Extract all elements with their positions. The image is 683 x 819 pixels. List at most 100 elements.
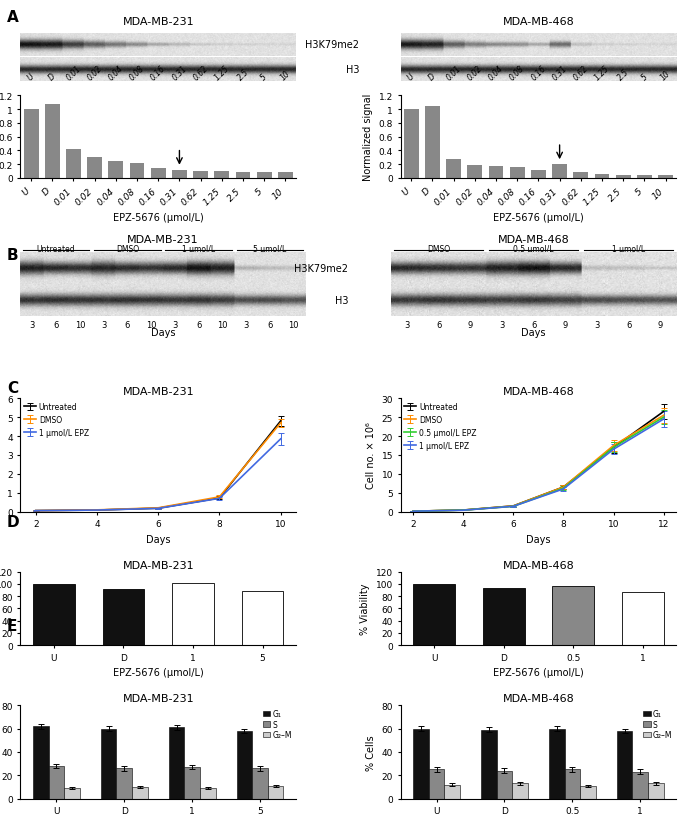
Text: DMSO: DMSO [427, 245, 450, 254]
Text: H3: H3 [335, 296, 348, 305]
Text: 3: 3 [499, 320, 505, 329]
Bar [632, 771, 648, 799]
Text: D: D [427, 72, 438, 83]
Bar [488, 166, 503, 179]
Text: H3K79me2: H3K79me2 [305, 40, 359, 50]
Text: A: A [7, 10, 18, 25]
Text: 0.16: 0.16 [149, 64, 167, 83]
Bar [497, 771, 512, 799]
Bar [109, 161, 123, 179]
Text: Untreated: Untreated [37, 245, 75, 254]
Bar [481, 730, 497, 799]
Text: H3: H3 [346, 65, 359, 75]
X-axis label: Days: Days [146, 534, 171, 544]
Text: 10: 10 [659, 70, 672, 83]
Text: 5: 5 [639, 73, 650, 83]
Bar [531, 170, 546, 179]
X-axis label: Days: Days [526, 534, 550, 544]
Bar [483, 589, 525, 645]
Text: 0.62: 0.62 [572, 64, 590, 83]
Bar [549, 729, 565, 799]
Bar [48, 766, 64, 799]
Text: 0.01: 0.01 [445, 64, 463, 83]
Bar [66, 150, 81, 179]
Text: 1.25: 1.25 [212, 64, 231, 83]
Bar [151, 169, 166, 179]
Bar [24, 110, 38, 179]
Y-axis label: % Viability: % Viability [360, 583, 370, 635]
Text: 10: 10 [74, 320, 85, 329]
Text: 6: 6 [53, 320, 59, 329]
Bar [404, 110, 419, 179]
Bar [33, 584, 74, 645]
Title: MDA-MB-231: MDA-MB-231 [122, 693, 194, 704]
Text: 0.5 μmol/L
EPZ: 0.5 μmol/L EPZ [514, 245, 554, 265]
Text: 0.01: 0.01 [64, 64, 83, 83]
Text: H3K79me2: H3K79me2 [294, 264, 348, 274]
X-axis label: EPZ-5676 (μmol/L): EPZ-5676 (μmol/L) [493, 212, 584, 223]
Bar [552, 165, 567, 179]
Text: 0.04: 0.04 [487, 64, 505, 83]
Text: D: D [47, 72, 57, 83]
Text: 2.5: 2.5 [236, 68, 251, 83]
Bar [658, 176, 673, 179]
Text: 0.02: 0.02 [466, 64, 484, 83]
Text: 5 μmol/L
EPZ: 5 μmol/L EPZ [253, 245, 287, 265]
Text: U: U [406, 72, 417, 83]
Text: 0.04: 0.04 [107, 64, 125, 83]
Bar [236, 173, 251, 179]
Bar [130, 164, 145, 179]
Bar [616, 175, 630, 179]
Text: 10: 10 [288, 320, 299, 329]
Text: 0.31: 0.31 [550, 64, 569, 83]
Text: 6: 6 [196, 320, 201, 329]
Bar [574, 174, 588, 179]
Legend: G₁, S, G₂–M: G₁, S, G₂–M [263, 709, 292, 739]
Text: 0.31: 0.31 [170, 64, 189, 83]
Text: 5: 5 [260, 73, 269, 83]
Text: Days: Days [521, 328, 546, 337]
Bar [252, 768, 268, 799]
X-axis label: EPZ-5676 (μmol/L): EPZ-5676 (μmol/L) [113, 667, 204, 677]
Text: E: E [7, 618, 17, 633]
Bar [102, 589, 144, 645]
Text: 0.16: 0.16 [529, 64, 548, 83]
Bar [257, 173, 272, 179]
Title: MDA-MB-231: MDA-MB-231 [122, 387, 194, 396]
X-axis label: EPZ-5676 (μmol/L): EPZ-5676 (μmol/L) [113, 212, 204, 223]
Bar [648, 784, 664, 799]
Bar [268, 785, 283, 799]
Text: 1 μmol/L
EPZ: 1 μmol/L EPZ [182, 245, 215, 265]
Bar [565, 769, 580, 799]
Bar [413, 584, 455, 645]
Text: DMSO: DMSO [116, 245, 139, 254]
Title: MDA-MB-468: MDA-MB-468 [503, 387, 574, 396]
Text: 10: 10 [217, 320, 227, 329]
Bar [413, 729, 429, 799]
Text: 3: 3 [29, 320, 35, 329]
Legend: Untreated, DMSO, 1 μmol/L EPZ: Untreated, DMSO, 1 μmol/L EPZ [25, 403, 89, 437]
Text: 1 μmol/L
EPZ: 1 μmol/L EPZ [612, 245, 645, 265]
Bar [169, 727, 184, 799]
Bar [87, 158, 102, 179]
Text: 3: 3 [243, 320, 249, 329]
Text: MDA-MB-468: MDA-MB-468 [503, 17, 574, 27]
Bar [64, 788, 80, 799]
Text: 6: 6 [267, 320, 273, 329]
Text: 0.02: 0.02 [85, 64, 104, 83]
Bar [184, 767, 200, 799]
Text: 2.5: 2.5 [615, 68, 630, 83]
Y-axis label: Cell no. × 10⁶: Cell no. × 10⁶ [0, 422, 1, 489]
Text: 0.62: 0.62 [191, 64, 210, 83]
Title: MDA-MB-231: MDA-MB-231 [122, 560, 194, 570]
Bar [553, 586, 594, 645]
X-axis label: EPZ-5676 (μmol/L): EPZ-5676 (μmol/L) [493, 667, 584, 677]
Text: 9: 9 [658, 320, 663, 329]
Text: 9: 9 [468, 320, 473, 329]
Text: 3: 3 [172, 320, 178, 329]
Text: D: D [7, 514, 19, 529]
Bar [425, 106, 440, 179]
Text: 0.08: 0.08 [128, 64, 146, 83]
Legend: Untreated, DMSO, 0.5 μmol/L EPZ, 1 μmol/L EPZ: Untreated, DMSO, 0.5 μmol/L EPZ, 1 μmol/… [404, 403, 477, 450]
Bar [446, 160, 461, 179]
